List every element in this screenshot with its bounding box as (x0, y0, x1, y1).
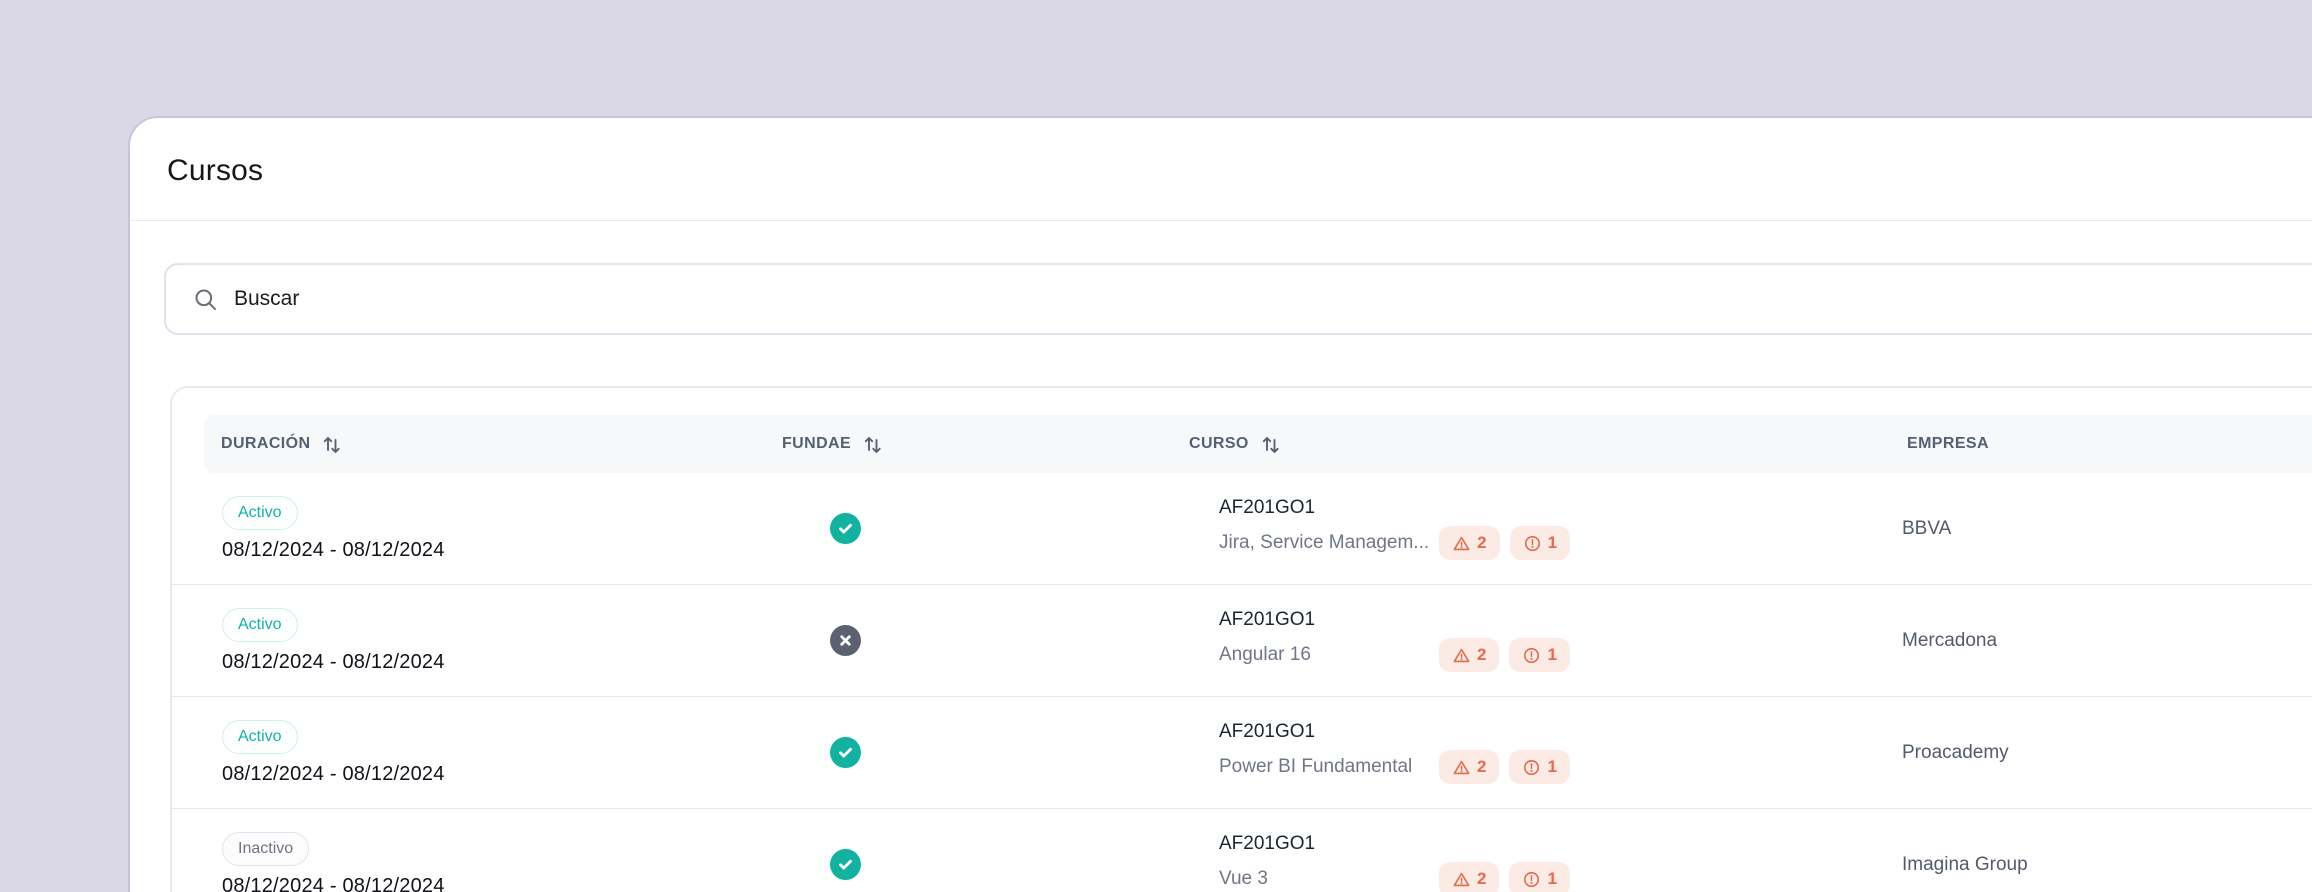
circle-alert-icon (1522, 870, 1541, 889)
company-name: BBVA (1902, 517, 1952, 539)
course-name: Angular 16 (1219, 644, 1311, 665)
courses-table: DURACIÓN FUNDAE CURSO (170, 386, 2312, 892)
fundae-status-icon (830, 849, 861, 880)
column-header-empresa: EMPRESA (1901, 435, 2312, 453)
status-badge: Inactivo (222, 831, 310, 866)
column-header-fundae[interactable]: FUNDAE (782, 432, 1189, 456)
triangle-alert-icon (1452, 870, 1471, 889)
alert-count-badge: 1 (1509, 862, 1570, 892)
course-code: AF201GO1 (1219, 833, 1316, 854)
company-name: Mercadona (1902, 629, 1998, 651)
course-name: Power BI Fundamental (1219, 756, 1413, 777)
arrows-up-down-icon[interactable] (861, 432, 885, 456)
column-label: DURACIÓN (221, 435, 311, 452)
course-code: AF201GO1 (1219, 609, 1316, 630)
page-title: Cursos (167, 154, 264, 187)
course-code: AF201GO1 (1219, 721, 1316, 742)
curso-cell: AF201GO1 Power BI Fundamental 2 (1190, 721, 1902, 784)
triangle-alert-icon (1452, 758, 1471, 777)
fundae-cell (783, 849, 1190, 880)
search-input[interactable] (234, 265, 2312, 333)
empresa-cell: Imagina Group (1902, 854, 2312, 876)
date-range: 08/12/2024 - 08/12/2024 (222, 874, 445, 892)
course-code: AF201GO1 (1219, 497, 1316, 518)
warning-count-badge: 2 (1439, 750, 1500, 784)
status-badge: Activo (222, 607, 298, 642)
warning-count-badge: 2 (1439, 526, 1500, 560)
table-row[interactable]: Activo 08/12/2024 - 08/12/2024 AF201GO1 … (172, 585, 2312, 697)
column-header-curso[interactable]: CURSO (1189, 432, 1901, 456)
status-badge: Activo (222, 719, 298, 754)
column-label: FUNDAE (782, 435, 852, 452)
warning-count-badge: 2 (1439, 638, 1500, 672)
fundae-status-icon (830, 737, 861, 768)
column-label: EMPRESA (1907, 435, 1989, 452)
fundae-cell (783, 737, 1190, 768)
search-box[interactable] (164, 263, 2312, 335)
column-label: CURSO (1189, 435, 1249, 452)
date-range: 08/12/2024 - 08/12/2024 (222, 650, 445, 673)
search-icon (192, 286, 219, 313)
curso-cell: AF201GO1 Vue 3 2 (1190, 833, 1902, 892)
fundae-cell (783, 513, 1190, 544)
duracion-cell: Activo 08/12/2024 - 08/12/2024 (222, 495, 783, 562)
column-header-duracion[interactable]: DURACIÓN (221, 432, 782, 456)
triangle-alert-icon (1452, 534, 1471, 553)
duracion-cell: Activo 08/12/2024 - 08/12/2024 (222, 607, 783, 674)
table-row[interactable]: Inactivo 08/12/2024 - 08/12/2024 AF201GO… (172, 809, 2312, 892)
panel-header: Cursos (130, 118, 2312, 221)
circle-alert-icon (1522, 758, 1541, 777)
alert-count-badge: 1 (1509, 750, 1570, 784)
curso-cell: AF201GO1 Jira, Service Managem... 2 (1190, 497, 1902, 560)
triangle-alert-icon (1452, 646, 1471, 665)
table-body: Activo 08/12/2024 - 08/12/2024 AF201GO1 … (172, 473, 2312, 892)
table-row[interactable]: Activo 08/12/2024 - 08/12/2024 AF201GO1 … (172, 473, 2312, 585)
duracion-cell: Inactivo 08/12/2024 - 08/12/2024 (222, 831, 783, 892)
status-badge: Activo (222, 495, 298, 530)
date-range: 08/12/2024 - 08/12/2024 (222, 762, 445, 785)
fundae-status-icon (830, 625, 861, 656)
fundae-status-icon (830, 513, 861, 544)
course-name: Vue 3 (1219, 868, 1268, 889)
curso-cell: AF201GO1 Angular 16 2 (1190, 609, 1902, 672)
empresa-cell: BBVA (1902, 518, 2312, 540)
arrows-up-down-icon[interactable] (320, 432, 344, 456)
duracion-cell: Activo 08/12/2024 - 08/12/2024 (222, 719, 783, 786)
table-row[interactable]: Activo 08/12/2024 - 08/12/2024 AF201GO1 … (172, 697, 2312, 809)
date-range: 08/12/2024 - 08/12/2024 (222, 538, 445, 561)
circle-alert-icon (1522, 646, 1541, 665)
courses-panel: Cursos DURACIÓN FUNDAE (128, 116, 2312, 892)
company-name: Proacademy (1902, 741, 2009, 763)
alert-count-badge: 1 (1509, 638, 1570, 672)
arrows-up-down-icon[interactable] (1259, 432, 1283, 456)
empresa-cell: Proacademy (1902, 742, 2312, 764)
course-name: Jira, Service Managem... (1219, 532, 1430, 553)
circle-alert-icon (1523, 534, 1542, 553)
company-name: Imagina Group (1902, 853, 2028, 875)
empresa-cell: Mercadona (1902, 630, 2312, 652)
table-header-row: DURACIÓN FUNDAE CURSO (204, 415, 2312, 473)
warning-count-badge: 2 (1439, 862, 1500, 892)
alert-count-badge: 1 (1509, 526, 1571, 560)
fundae-cell (783, 625, 1190, 656)
